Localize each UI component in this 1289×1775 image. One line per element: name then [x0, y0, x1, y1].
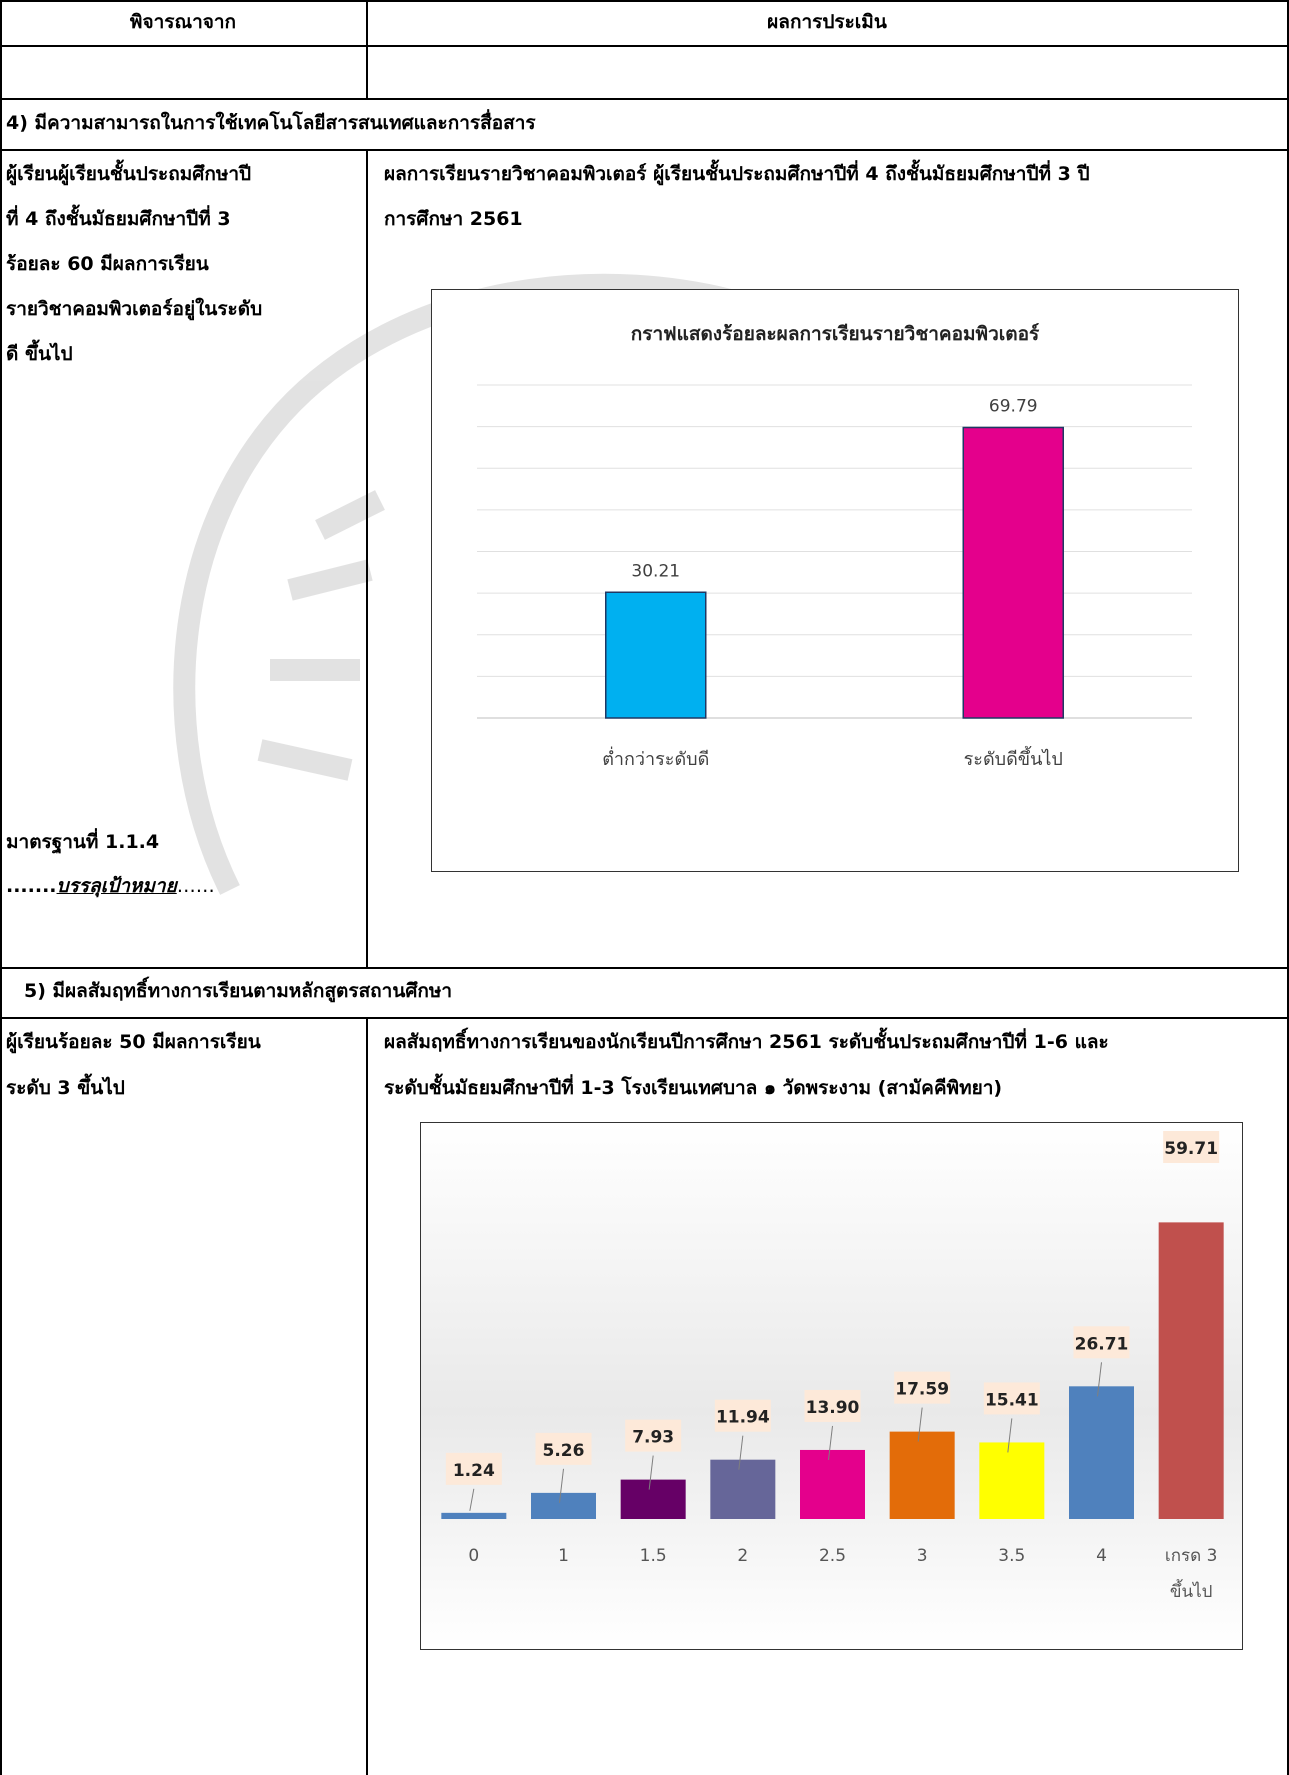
category-label: 0 — [468, 1546, 479, 1566]
category-label: 3.5 — [998, 1546, 1025, 1566]
header-considered-from: พิจารณาจาก — [129, 11, 237, 33]
bar — [605, 591, 707, 719]
result-line: ผลสัมฤทธิ์ทางการเรียนของนักเรียนปีการศึก… — [384, 1031, 1109, 1053]
data-label: 11.94 — [716, 1408, 770, 1428]
goal-status: .......บรรลุเป้าหมาย…… — [6, 864, 215, 909]
bar — [800, 1449, 865, 1519]
leader-line — [1007, 1418, 1013, 1453]
leader-line — [469, 1488, 475, 1511]
data-label: 1.24 — [453, 1461, 495, 1481]
computer-grade-chart-box: กราฟแสดงร้อยละผลการเรียนรายวิชาคอมพิวเตอ… — [431, 289, 1239, 872]
result-line: การศึกษา 2561 — [384, 208, 523, 230]
bar — [620, 1479, 686, 1519]
data-label-background — [983, 1382, 1040, 1415]
bar — [1069, 1386, 1134, 1519]
data-label: 15.41 — [985, 1390, 1039, 1410]
leader-line — [917, 1407, 923, 1442]
goal-status-text: บรรลุเป้าหมาย — [56, 875, 177, 897]
category-label: ขึ้นไป — [1170, 1579, 1213, 1602]
computer-grade-chart: กราฟแสดงร้อยละผลการเรียนรายวิชาคอมพิวเตอ… — [477, 323, 1192, 770]
standard-label: มาตรฐานที่ 1.1.4 — [6, 831, 160, 853]
result-line: ผลการเรียนรายวิชาคอมพิวเตอร์ ผู้เรียนชั้… — [384, 163, 1090, 185]
bar — [1158, 1222, 1224, 1519]
bar — [531, 1492, 596, 1519]
section-4-title: 4) มีความสามารถในการใช้เทคโนโลยีสารสนเทศ… — [6, 112, 536, 134]
criteria-line: ที่ 4 ถึงชั้นมัธยมศึกษาปีที่ 3 — [6, 208, 231, 230]
leader-line — [1097, 1362, 1102, 1397]
bar — [889, 1431, 955, 1519]
data-label: 26.71 — [1075, 1334, 1129, 1354]
category-label: 1 — [558, 1546, 569, 1566]
header-assessment-result: ผลการประเมิน — [767, 11, 887, 33]
data-label-background — [894, 1371, 951, 1404]
leader-line — [738, 1435, 744, 1470]
data-label: 13.90 — [806, 1398, 860, 1418]
category-label: ต่ำกว่าระดับดี — [602, 746, 709, 770]
data-label-background — [625, 1419, 682, 1452]
data-label: 69.79 — [989, 396, 1038, 416]
criteria-line: ร้อยละ 60 มีผลการเรียน — [6, 253, 209, 275]
data-label-background — [535, 1432, 592, 1465]
criteria-line: รายวิชาคอมพิวเตอร์อยู่ในระดับ — [6, 298, 263, 320]
section-5-title: 5) มีผลสัมฤทธิ์ทางการเรียนตามหลักสูตรสถา… — [24, 980, 453, 1002]
data-label-background — [1073, 1326, 1130, 1359]
bar — [979, 1442, 1045, 1519]
category-label: ระดับดีขึ้นไป — [964, 746, 1063, 770]
achievement-chart: 1.24 0 5.26 1 7.93 1.5 11.94 2 13.90 2.5 17.59 3 15.… — [421, 1123, 1242, 1649]
chart-title: กราฟแสดงร้อยละผลการเรียนรายวิชาคอมพิวเตอ… — [631, 323, 1040, 345]
category-label: เกรด 3 — [1165, 1546, 1218, 1566]
category-label: 4 — [1096, 1546, 1107, 1566]
data-label-background — [445, 1452, 502, 1485]
goal-status-prefix: ....... — [6, 875, 57, 897]
bar — [962, 426, 1064, 719]
bar — [441, 1512, 507, 1519]
data-label-background — [1163, 1131, 1220, 1163]
category-label: 2 — [737, 1546, 748, 1566]
criteria-line: ดี ขึ้นไป — [6, 343, 73, 365]
leader-line — [648, 1455, 654, 1490]
data-label: 17.59 — [895, 1380, 949, 1400]
data-label-background — [804, 1389, 861, 1422]
chart-background — [421, 1123, 1242, 1649]
result-line: ระดับชั้นมัธยมศึกษาปีที่ 1-3 โรงเรียนเทศ… — [384, 1077, 1003, 1099]
leader-line — [559, 1468, 564, 1503]
data-label: 30.21 — [631, 561, 680, 581]
criteria-line: ผู้เรียนร้อยละ 50 มีผลการเรียน — [6, 1031, 261, 1053]
criteria-line: ผู้เรียนผู้เรียนชั้นประถมศึกษาปี — [6, 163, 252, 185]
bar — [710, 1459, 776, 1519]
data-label: 7.93 — [632, 1428, 674, 1448]
category-label: 3 — [917, 1546, 928, 1566]
data-label: 5.26 — [543, 1441, 585, 1461]
data-label: 59.71 — [1164, 1139, 1218, 1159]
category-label: 1.5 — [640, 1546, 667, 1566]
criteria-line: ระดับ 3 ขึ้นไป — [6, 1077, 125, 1099]
category-label: 2.5 — [819, 1546, 846, 1566]
achievement-chart-box: 1.24 0 5.26 1 7.93 1.5 11.94 2 13.90 2.5 17.59 3 15.… — [420, 1122, 1243, 1650]
leader-line — [828, 1425, 833, 1461]
goal-status-suffix: …… — [176, 875, 215, 897]
data-label-background — [714, 1399, 771, 1432]
